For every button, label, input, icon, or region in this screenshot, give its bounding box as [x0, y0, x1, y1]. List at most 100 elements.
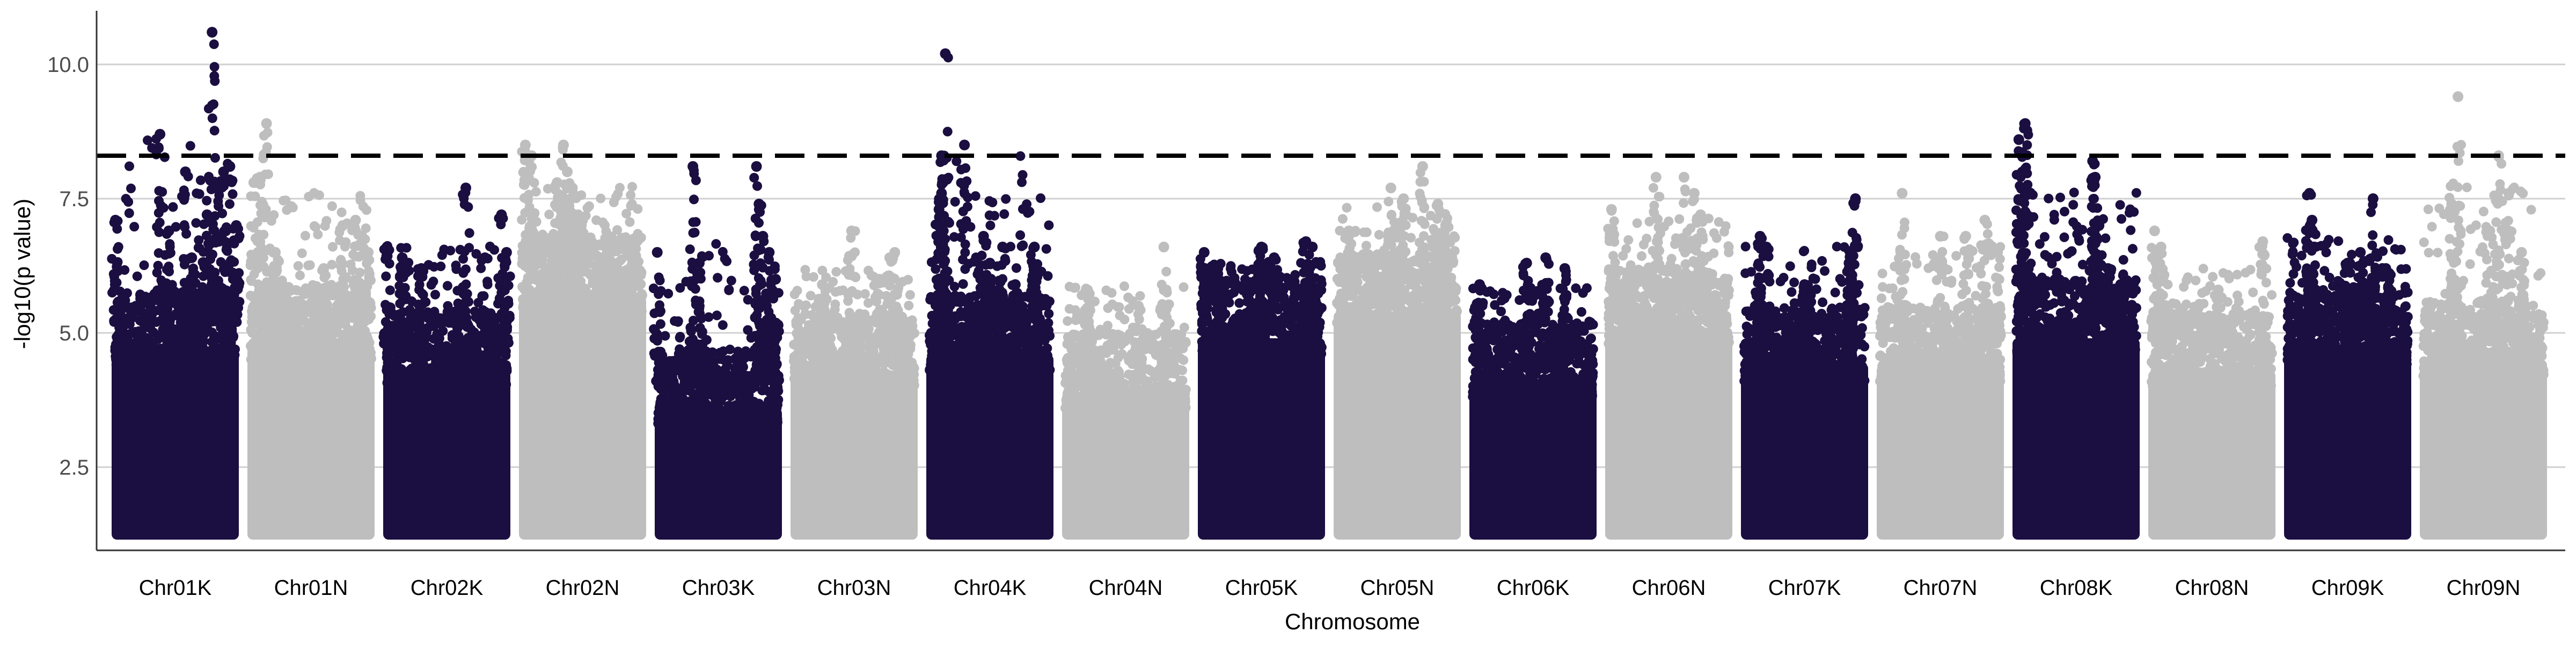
snp-point	[385, 302, 394, 312]
snp-point	[154, 196, 164, 206]
snp-point	[538, 230, 547, 239]
snp-point	[764, 307, 773, 317]
snp-point	[656, 348, 665, 358]
snp-point	[431, 357, 441, 367]
peak-snp-point	[186, 252, 197, 263]
snp-point	[348, 348, 358, 358]
snp-point	[443, 301, 452, 311]
chromosome-Chr01K	[107, 27, 244, 540]
snp-point	[537, 241, 547, 251]
snp-point	[392, 352, 402, 361]
snp-point	[525, 296, 535, 306]
snp-point	[473, 370, 483, 380]
snp-point	[533, 274, 543, 283]
snp-point	[635, 306, 645, 316]
snp-point	[697, 329, 707, 339]
snp-point	[533, 286, 543, 295]
snp-point	[126, 184, 136, 193]
snp-point	[190, 270, 200, 280]
snp-point	[310, 318, 320, 328]
snp-point	[655, 416, 665, 425]
snp-point	[222, 222, 231, 232]
snp-point	[185, 280, 194, 290]
snp-point	[692, 391, 702, 401]
snp-point	[765, 266, 774, 275]
snp-point	[192, 188, 201, 198]
snp-point	[617, 255, 626, 264]
peak-snp-point	[180, 166, 191, 177]
snp-point	[279, 196, 288, 206]
snp-point	[464, 332, 474, 342]
snp-point	[712, 310, 722, 320]
snp-point	[204, 217, 214, 227]
snp-point	[604, 301, 613, 310]
snp-point	[360, 345, 370, 355]
snp-point	[179, 294, 188, 303]
snp-point	[187, 293, 196, 303]
snp-point	[702, 417, 712, 427]
snp-point	[743, 387, 753, 397]
snp-point	[727, 276, 736, 286]
snp-point	[133, 272, 142, 281]
snp-point	[304, 192, 313, 201]
snp-point	[327, 201, 337, 211]
peak-snp-point	[758, 231, 769, 242]
snp-point	[606, 259, 616, 268]
snp-point	[709, 383, 719, 393]
snp-point	[627, 182, 637, 192]
peak-snp-point	[224, 161, 235, 172]
snp-point	[568, 277, 577, 286]
snp-point	[526, 261, 536, 271]
snp-point	[287, 303, 296, 313]
snp-point	[550, 278, 559, 288]
snp-point	[133, 359, 143, 369]
snp-point	[109, 305, 119, 315]
snp-point	[399, 335, 409, 344]
snp-point	[192, 341, 201, 351]
snp-point	[625, 217, 635, 227]
snp-point	[125, 162, 134, 171]
snp-point	[413, 351, 422, 360]
snp-point	[381, 272, 391, 281]
snp-point	[297, 307, 306, 316]
snp-point	[111, 315, 120, 324]
snp-point	[600, 221, 610, 230]
snp-point	[442, 341, 451, 351]
snp-point	[202, 196, 211, 206]
snp-point	[689, 217, 698, 227]
snp-point	[207, 100, 217, 110]
snp-point	[319, 342, 329, 352]
snp-point	[458, 319, 467, 329]
snp-point	[259, 230, 268, 239]
snp-point	[271, 305, 281, 315]
snp-point	[683, 419, 692, 429]
snp-point	[314, 191, 324, 200]
snp-point	[496, 288, 506, 297]
snp-point	[697, 360, 706, 370]
snp-point	[321, 216, 331, 226]
snp-point	[567, 216, 576, 226]
snp-point	[439, 245, 449, 255]
snp-point	[678, 350, 688, 360]
snp-point	[210, 126, 219, 135]
snp-point	[210, 335, 219, 344]
snp-point	[142, 348, 152, 358]
peak-snp-point	[558, 140, 569, 150]
snp-point	[576, 277, 586, 286]
snp-point	[211, 348, 221, 358]
snp-point	[167, 280, 177, 289]
dense-snp-cloud	[791, 370, 918, 540]
snp-point	[416, 338, 426, 347]
snp-point	[458, 254, 468, 264]
snp-point	[706, 364, 716, 374]
snp-point	[254, 348, 264, 358]
snp-point	[657, 395, 667, 405]
snp-point	[463, 202, 473, 212]
dense-snp-cloud	[383, 370, 510, 540]
snp-point	[670, 316, 679, 326]
snp-point	[340, 292, 350, 301]
peak-snp-point	[110, 215, 121, 226]
snp-point	[184, 317, 194, 327]
snp-point	[224, 326, 234, 336]
snp-point	[494, 372, 503, 382]
